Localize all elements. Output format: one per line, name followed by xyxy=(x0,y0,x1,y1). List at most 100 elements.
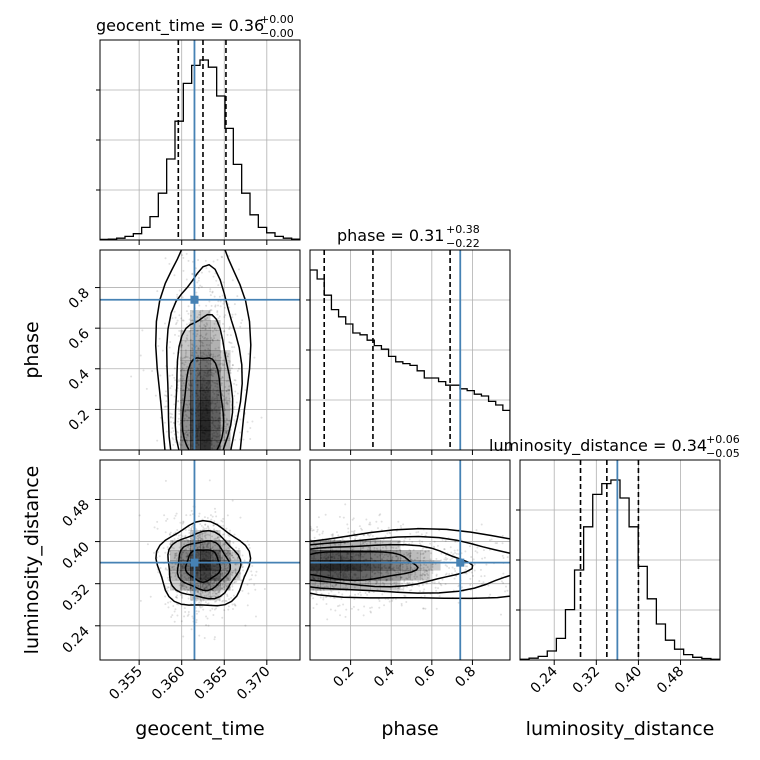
density-cell xyxy=(200,410,211,421)
sample-point xyxy=(234,420,237,423)
sample-point xyxy=(313,536,316,539)
sample-point xyxy=(211,592,214,595)
sample-point xyxy=(198,601,201,604)
sample-point xyxy=(399,557,402,560)
sample-point xyxy=(183,417,186,420)
sample-point xyxy=(179,534,182,537)
sample-point xyxy=(369,541,372,544)
sample-point xyxy=(401,563,404,566)
sample-point xyxy=(434,586,437,589)
sample-point xyxy=(201,605,204,608)
sample-point xyxy=(397,545,400,548)
sample-point xyxy=(174,573,177,576)
sample-point xyxy=(203,542,206,545)
density-cell xyxy=(210,350,221,361)
sample-point xyxy=(230,342,233,345)
sample-point xyxy=(181,398,184,401)
sample-point xyxy=(216,258,219,261)
sample-point xyxy=(189,314,192,317)
sample-point xyxy=(184,361,187,364)
sample-point xyxy=(181,296,184,299)
sample-point xyxy=(227,352,230,355)
sample-point xyxy=(331,534,334,537)
sample-point xyxy=(457,585,460,588)
sample-point xyxy=(316,585,319,588)
sample-point xyxy=(426,566,429,569)
sample-point xyxy=(375,580,378,583)
sample-point xyxy=(494,542,497,545)
sample-point xyxy=(420,549,423,552)
sample-point xyxy=(196,281,199,284)
sample-point xyxy=(387,572,390,575)
sample-point xyxy=(234,604,237,607)
sample-point xyxy=(413,575,416,578)
sample-point xyxy=(400,602,403,605)
sample-point xyxy=(203,586,206,589)
sample-point xyxy=(242,569,245,572)
sample-point xyxy=(185,436,188,439)
sample-point xyxy=(186,574,189,577)
sample-point xyxy=(179,587,182,590)
sample-point xyxy=(179,356,182,359)
sample-point xyxy=(229,341,232,344)
density-cell xyxy=(370,580,381,591)
sample-point xyxy=(231,556,234,559)
sample-point xyxy=(139,599,142,602)
sample-point xyxy=(183,548,186,551)
x-tick-label: 0.4 xyxy=(371,663,398,690)
sample-point xyxy=(163,514,166,517)
sample-point xyxy=(427,550,430,553)
sample-point xyxy=(227,605,230,608)
sample-point xyxy=(158,555,161,558)
sample-point xyxy=(181,357,184,360)
sample-point xyxy=(205,534,208,537)
sample-point xyxy=(153,526,156,529)
sample-point xyxy=(213,590,216,593)
sample-point xyxy=(233,581,236,584)
sample-point xyxy=(179,438,182,441)
sample-point xyxy=(204,523,207,526)
sample-point xyxy=(187,577,190,580)
sample-point xyxy=(227,392,230,395)
sample-point xyxy=(330,533,333,536)
truth-marker xyxy=(456,558,465,567)
sample-point xyxy=(208,534,211,537)
sample-point xyxy=(163,322,166,325)
sample-point xyxy=(501,534,504,537)
sample-point xyxy=(180,344,183,347)
sample-point xyxy=(180,428,183,431)
sample-point xyxy=(212,275,215,278)
sample-point xyxy=(500,580,503,583)
density-cell xyxy=(350,560,361,571)
sample-point xyxy=(205,581,208,584)
sample-point xyxy=(395,550,398,553)
sample-point xyxy=(413,567,416,570)
sample-point xyxy=(196,316,199,319)
density-cell xyxy=(330,550,341,561)
sample-point xyxy=(177,379,180,382)
title-phase-minus: −0.22 xyxy=(446,237,480,250)
sample-point xyxy=(375,581,378,584)
sample-point xyxy=(472,574,475,577)
sample-point xyxy=(183,419,186,422)
sample-point xyxy=(196,366,199,369)
sample-point xyxy=(156,290,159,293)
density-cell xyxy=(220,410,231,421)
sample-point xyxy=(209,294,212,297)
density-cell xyxy=(360,550,371,561)
sample-point xyxy=(231,585,234,588)
sample-point xyxy=(183,543,186,546)
sample-point xyxy=(528,555,530,557)
sample-point xyxy=(207,198,209,200)
sample-point xyxy=(211,545,214,548)
sample-point xyxy=(164,551,167,554)
sample-point xyxy=(473,563,476,566)
sample-point xyxy=(206,316,209,319)
sample-point xyxy=(199,602,202,605)
sample-point xyxy=(185,403,188,406)
sample-point xyxy=(201,591,204,594)
sample-point xyxy=(188,529,191,532)
sample-point xyxy=(353,598,356,601)
sample-point xyxy=(201,344,204,347)
sample-point xyxy=(385,571,388,574)
